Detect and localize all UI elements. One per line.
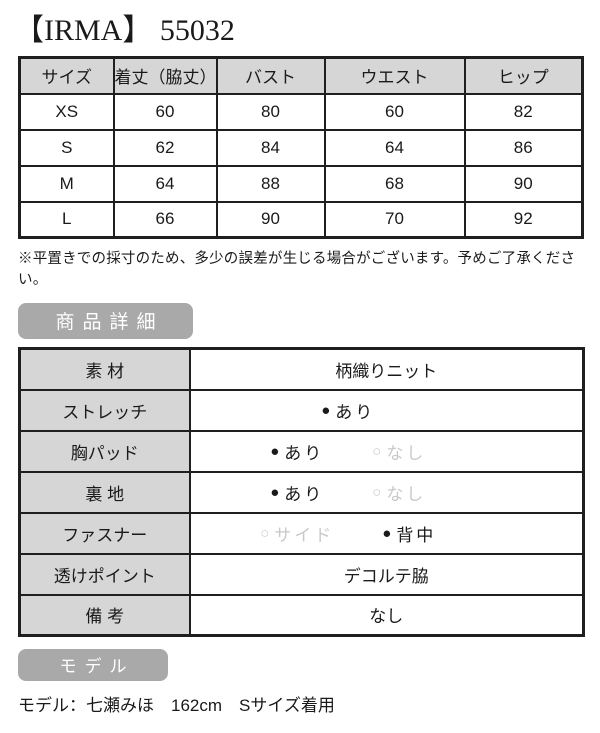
size-column-header: サイズ [18, 56, 115, 95]
detail-label: 素 材 [18, 347, 191, 391]
detail-option: ○ サイド [260, 521, 334, 546]
detail-value-cell: 柄織りニット [188, 347, 585, 391]
detail-option-label: あり [284, 484, 325, 504]
detail-value-cell: デコルテ脇 [188, 552, 585, 596]
detail-option-label: あり [284, 443, 325, 463]
detail-option-label: 背中 [396, 525, 437, 545]
detail-label: 透けポイント [18, 552, 191, 596]
detail-option: ● あり [270, 439, 324, 464]
detail-option-label: なし [386, 484, 427, 504]
size-column-header: 着丈（脇丈） [112, 56, 218, 95]
detail-option: ● 背中 [382, 521, 436, 546]
size-value-cell: 60 [323, 92, 466, 131]
detail-label: ファスナー [18, 511, 191, 555]
detail-value: なし [369, 607, 404, 627]
detail-options: ● あり ○ なし [153, 480, 545, 505]
empty-circle-icon: ○ [372, 442, 382, 460]
detail-row: 裏 地 ● あり ○ なし [18, 470, 585, 514]
detail-row: ストレッチ ● あり [18, 388, 585, 432]
size-table-row: M 64 88 68 90 [18, 164, 584, 203]
detail-row: 素 材 柄織りニット [18, 347, 585, 391]
section-badge-product-details: 商品詳細 [18, 303, 193, 339]
empty-circle-icon: ○ [372, 483, 382, 501]
size-value-cell: 64 [323, 128, 466, 167]
filled-circle-icon: ● [270, 483, 280, 501]
size-value-cell: 64 [112, 164, 218, 203]
detail-label: 備 考 [18, 593, 191, 637]
detail-value: デコルテ脇 [343, 566, 429, 586]
detail-label: ストレッチ [18, 388, 191, 432]
detail-value-cell: なし [188, 593, 585, 637]
detail-options: ○ サイド ● 背中 [153, 521, 545, 546]
size-table-header-row: サイズ 着丈（脇丈） バスト ウエスト ヒップ [18, 56, 584, 95]
filled-circle-icon: ● [321, 401, 331, 419]
size-value-cell: 70 [323, 200, 466, 239]
size-name-cell: M [18, 164, 115, 203]
detail-row: 透けポイント デコルテ脇 [18, 552, 585, 596]
section-badge-model: モデル [18, 649, 168, 681]
detail-option: ○ なし [372, 480, 426, 505]
detail-value-cell: ○ サイド ● 背中 [188, 511, 585, 555]
detail-options: ● あり ○ なし [153, 439, 545, 464]
size-value-cell: 90 [215, 200, 326, 239]
size-value-cell: 80 [215, 92, 326, 131]
detail-value-cell: ● あり ○ なし [188, 429, 585, 473]
detail-value-cell: ● あり ○ なし [188, 470, 585, 514]
size-value-cell: 92 [463, 200, 584, 239]
size-table-row: XS 60 80 60 82 [18, 92, 584, 131]
detail-option: ● あり [321, 398, 375, 423]
size-value-cell: 82 [463, 92, 584, 131]
size-value-cell: 66 [112, 200, 218, 239]
size-value-cell: 60 [112, 92, 218, 131]
detail-value: 柄織りニット [335, 361, 438, 381]
empty-circle-icon: ○ [260, 524, 270, 542]
size-value-cell: 84 [215, 128, 326, 167]
detail-options: ● あり [153, 398, 545, 423]
size-column-header: ヒップ [463, 56, 584, 95]
filled-circle-icon: ● [270, 442, 280, 460]
detail-row: ファスナー ○ サイド ● 背中 [18, 511, 585, 555]
size-value-cell: 86 [463, 128, 584, 167]
size-table-row: L 66 90 70 92 [18, 200, 584, 239]
detail-option: ○ なし [372, 439, 426, 464]
detail-row: 備 考 なし [18, 593, 585, 637]
size-name-cell: XS [18, 92, 115, 131]
detail-label: 裏 地 [18, 470, 191, 514]
detail-option: ● あり [270, 480, 324, 505]
filled-circle-icon: ● [382, 524, 392, 542]
measurement-note: ※平置きでの採寸のため、多少の誤差が生じる場合がございます。予めご了承ください。 [18, 251, 576, 288]
size-value-cell: 90 [463, 164, 584, 203]
size-column-header: ウエスト [323, 56, 466, 95]
size-name-cell: L [18, 200, 115, 239]
size-value-cell: 68 [323, 164, 466, 203]
detail-option-label: あり [335, 402, 376, 422]
model-info: モデル：七瀬みほ 162cm Sサイズ着用 [18, 696, 335, 715]
size-value-cell: 62 [112, 128, 218, 167]
detail-option-label: なし [386, 443, 427, 463]
detail-label: 胸パッド [18, 429, 191, 473]
size-table-row: S 62 84 64 86 [18, 128, 584, 167]
detail-option-label: サイド [274, 525, 335, 545]
size-table: サイズ 着丈（脇丈） バスト ウエスト ヒップ XS 60 80 60 82 S 62 84 64 86 M… [18, 56, 584, 239]
detail-value-cell: ● あり [188, 388, 585, 432]
product-spec-page: 【IRMA】 55032 サイズ 着丈（脇丈） バスト ウエスト ヒップ XS 60 80 6… [0, 13, 600, 716]
size-column-header: バスト [215, 56, 326, 95]
size-name-cell: S [18, 128, 115, 167]
size-value-cell: 88 [215, 164, 326, 203]
product-details-table: 素 材柄織りニット ストレッチ ● あり 胸パッド ● あり ○ なし裏 地 ● あり ○ なし ファスナ… [18, 347, 585, 637]
detail-row: 胸パッド ● あり ○ なし [18, 429, 585, 473]
page-title: 【IRMA】 55032 [14, 14, 235, 47]
